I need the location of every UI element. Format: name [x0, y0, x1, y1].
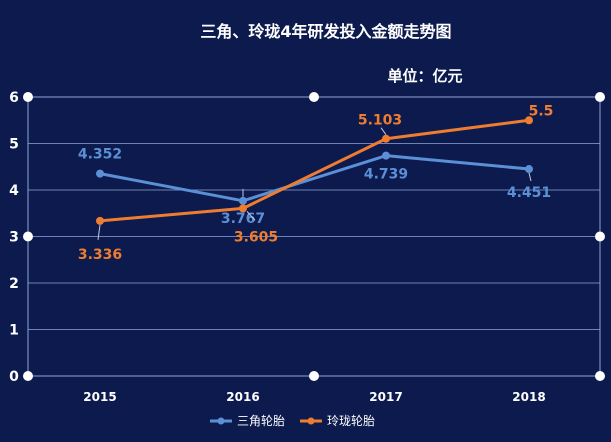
x-tick-label-2018: 2018	[512, 390, 545, 404]
data-label-1-1: 3.605	[234, 229, 278, 245]
y-tick-label-4: 4	[9, 183, 19, 199]
data-point-0-0	[96, 169, 104, 178]
leader-line-1-2	[380, 127, 387, 136]
series-line-0	[99, 154, 530, 203]
data-label-0-2: 4.739	[364, 167, 408, 183]
y-tick-label-5: 5	[9, 137, 19, 153]
data-label-1-0: 3.336	[78, 247, 122, 263]
series-line-1	[99, 118, 530, 223]
frame-handle-6	[309, 371, 319, 381]
data-point-0-1	[239, 196, 247, 205]
chart-title: 三角、玲珑4年研发投入金额走势图	[200, 22, 451, 41]
plot-area: 0 1 2 3 4 5 6 2015 2016 2017 2018 4.352 3.767 4.739 4.…	[9, 90, 605, 428]
data-label-0-3: 4.451	[507, 185, 551, 201]
y-tick-label-1: 1	[9, 323, 19, 339]
legend-label-1: 玲珑轮胎	[327, 414, 375, 428]
data-label-0-0: 4.352	[78, 147, 122, 163]
data-point-1-3	[525, 116, 533, 125]
y-tick-label-0: 0	[9, 369, 19, 385]
frame-handle-4	[595, 231, 605, 242]
frame-handle-2	[595, 92, 605, 102]
y-tick-label-6: 6	[9, 90, 19, 106]
frame-handle-7	[595, 371, 605, 381]
data-point-0-2	[382, 151, 390, 160]
data-point-1-2	[382, 134, 390, 143]
data-label-1-3: 5.5	[529, 103, 554, 119]
data-point-0-3	[525, 165, 533, 174]
data-point-1-1	[239, 204, 247, 213]
legend-label-0: 三角轮胎	[237, 414, 285, 428]
x-tick-label-2015: 2015	[83, 390, 116, 404]
data-point-1-0	[96, 216, 104, 225]
leader-line-0-3	[528, 172, 532, 182]
frame-handle-0	[23, 92, 33, 102]
data-label-0-1: 3.767	[221, 211, 265, 227]
unit-label: 单位：亿元	[387, 67, 462, 85]
y-tick-label-2: 2	[9, 276, 19, 292]
frame-handle-5	[23, 371, 33, 381]
frame-handle-1	[309, 92, 319, 102]
legend-swatch-marker-0	[217, 417, 225, 425]
data-label-1-2: 5.103	[358, 113, 402, 129]
x-tick-label-2017: 2017	[369, 390, 402, 404]
legend-swatch-marker-1	[307, 417, 315, 425]
leader-line-1-1	[246, 211, 256, 221]
y-tick-label-3: 3	[9, 230, 19, 246]
leader-line-1-0	[97, 224, 101, 240]
x-tick-label-2016: 2016	[226, 390, 259, 404]
frame-handle-3	[23, 231, 33, 242]
